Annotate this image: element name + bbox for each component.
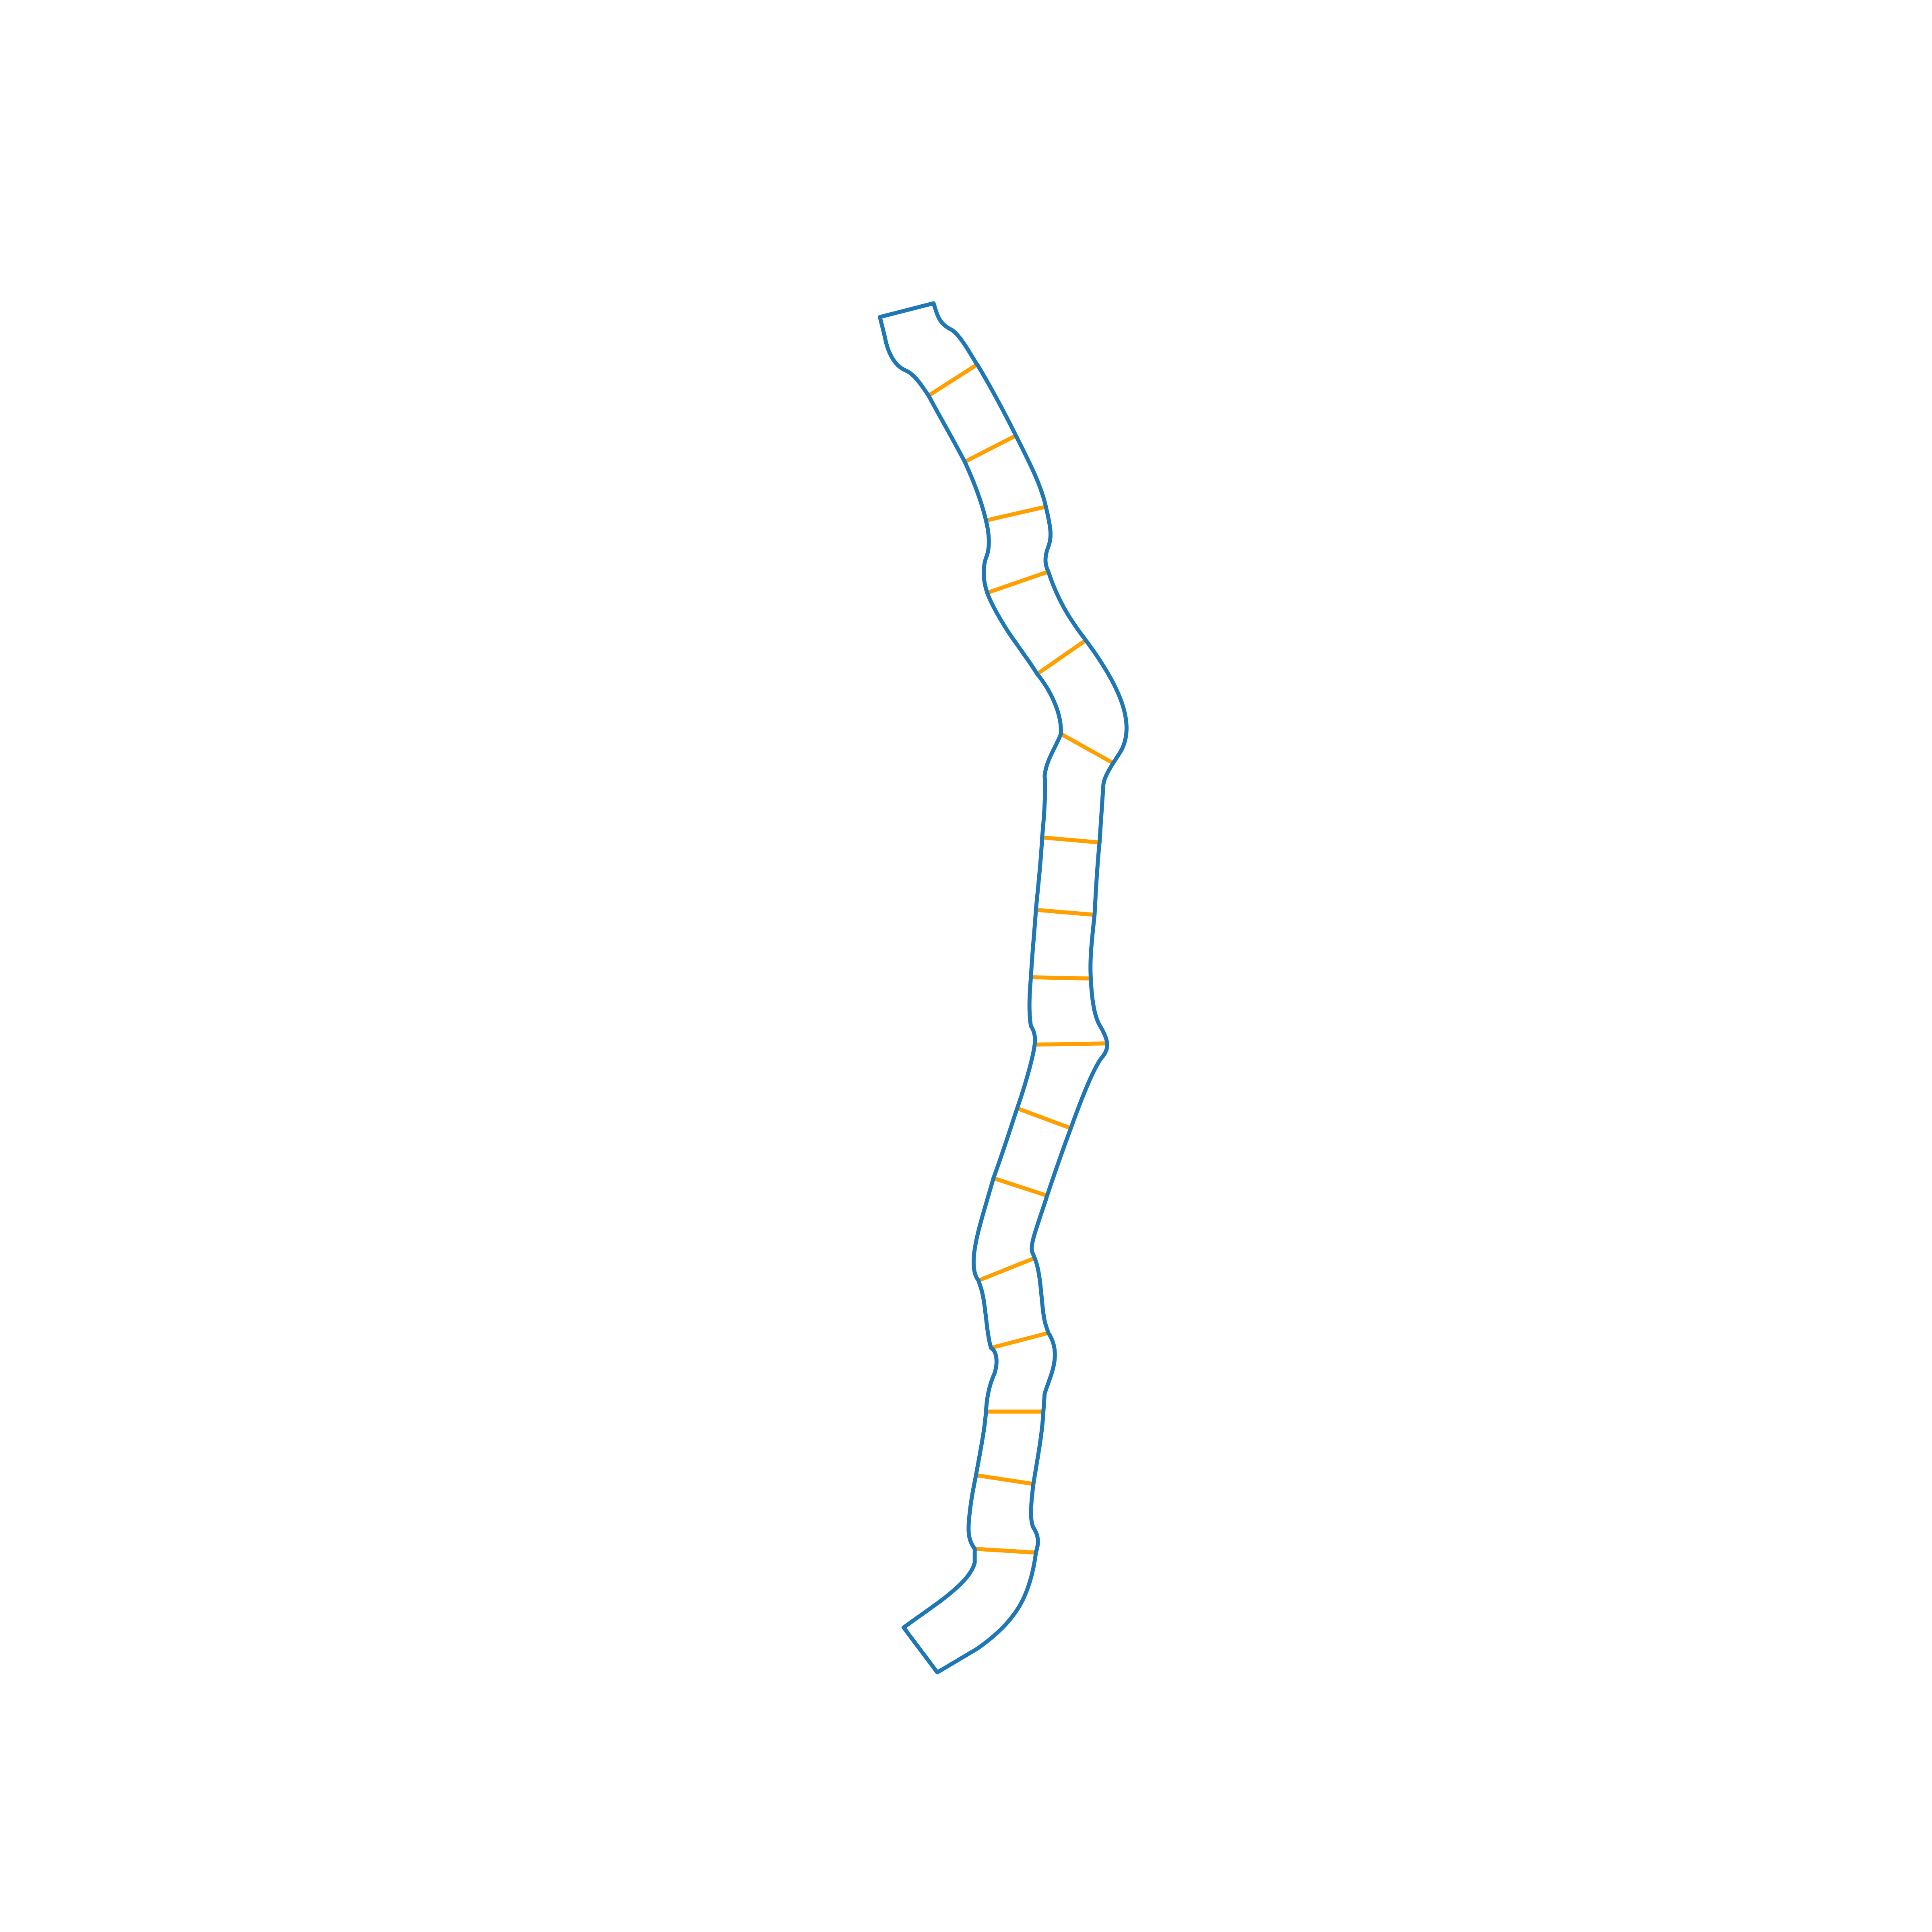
rung [1042, 835, 1100, 844]
rung [993, 1176, 1048, 1198]
rung [1060, 732, 1116, 766]
rung [1034, 1041, 1107, 1047]
rung [964, 433, 1017, 464]
rung [976, 1473, 1034, 1486]
rung [974, 1547, 1036, 1555]
rung [985, 505, 1046, 522]
rung [1031, 975, 1091, 980]
rung [987, 570, 1049, 595]
strip-rungs [927, 363, 1116, 1555]
strip-outline [878, 301, 1129, 1674]
rung [1036, 638, 1087, 676]
rung [1036, 908, 1095, 917]
rung [990, 1331, 1049, 1350]
rung [927, 363, 978, 398]
rung [978, 1256, 1036, 1283]
rung [1016, 1106, 1072, 1130]
